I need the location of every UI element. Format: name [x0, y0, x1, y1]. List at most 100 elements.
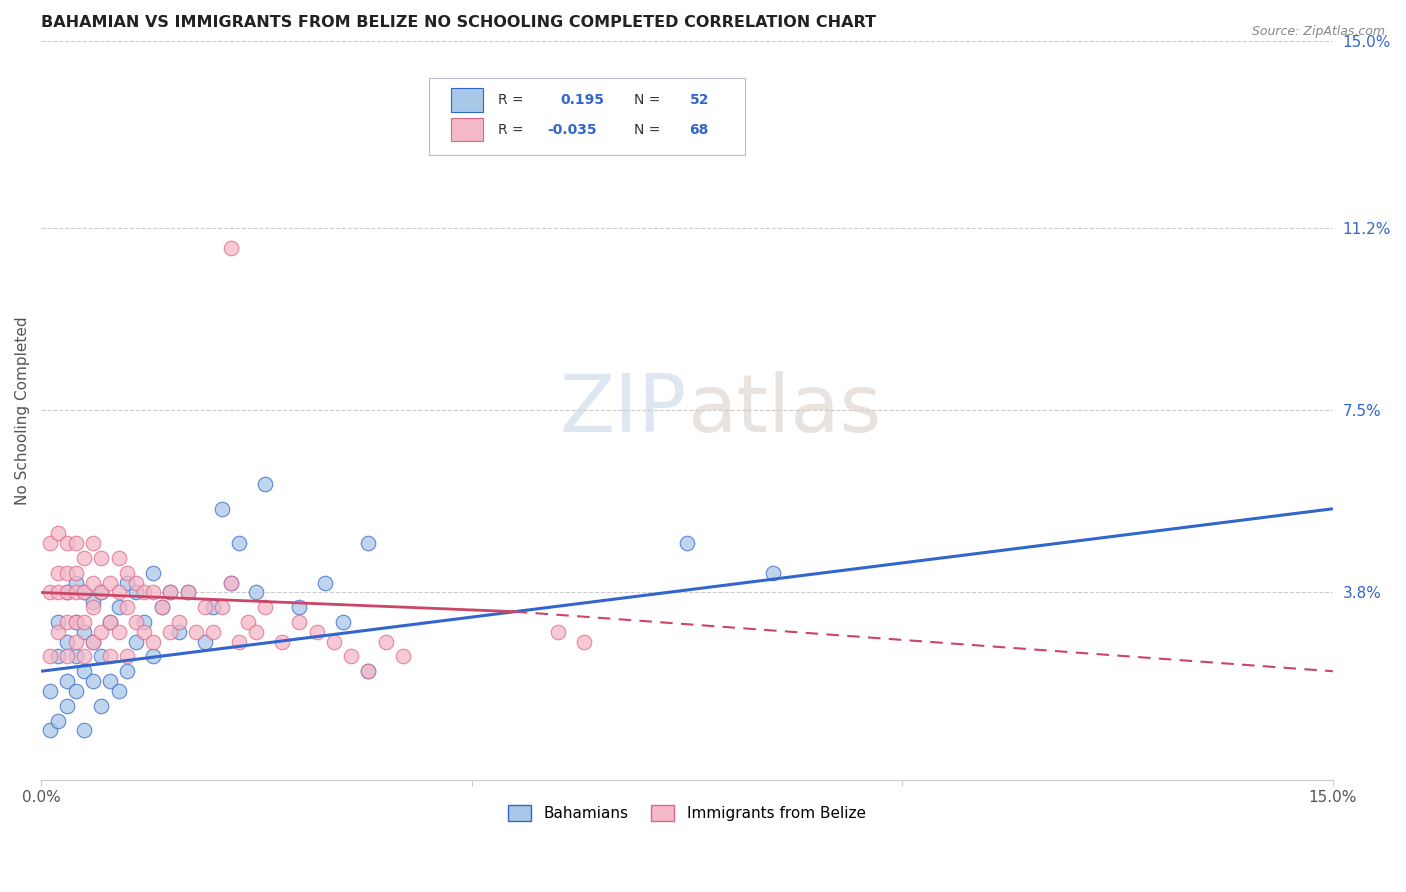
Point [572, 634, 595, 648]
Point [245, 585, 267, 599]
Point [98, 615, 121, 629]
Point [134, 615, 156, 629]
Point [82, 674, 104, 689]
Point [184, 624, 207, 639]
Text: 68: 68 [689, 122, 709, 136]
Point [219, 575, 242, 590]
Point [98, 615, 121, 629]
Point [150, 600, 173, 615]
Point [202, 624, 225, 639]
Point [202, 600, 225, 615]
Text: R =: R = [498, 122, 524, 136]
Point [142, 649, 165, 664]
Point [38, 536, 60, 550]
Point [762, 566, 785, 580]
Point [56, 649, 79, 664]
Point [167, 615, 190, 629]
Point [56, 674, 79, 689]
Point [211, 501, 233, 516]
Point [107, 684, 129, 698]
Point [38, 684, 60, 698]
Point [46, 624, 69, 639]
Point [176, 585, 198, 599]
Point [228, 634, 250, 648]
Point [159, 585, 181, 599]
Point [82, 600, 104, 615]
Point [125, 634, 148, 648]
Text: BAHAMIAN VS IMMIGRANTS FROM BELIZE NO SCHOOLING COMPLETED CORRELATION CHART: BAHAMIAN VS IMMIGRANTS FROM BELIZE NO SC… [41, 15, 876, 30]
Point [82, 536, 104, 550]
Point [73, 585, 96, 599]
Point [90, 624, 112, 639]
Point [357, 536, 380, 550]
Point [107, 551, 129, 566]
Point [98, 575, 121, 590]
Point [46, 585, 69, 599]
Point [219, 241, 242, 255]
Point [305, 624, 328, 639]
Point [357, 665, 380, 679]
Point [82, 595, 104, 609]
Point [90, 551, 112, 566]
Point [288, 600, 311, 615]
Point [65, 615, 87, 629]
Point [176, 585, 198, 599]
Point [65, 684, 87, 698]
Point [125, 585, 148, 599]
Point [107, 585, 129, 599]
Text: R =: R = [498, 93, 524, 107]
Text: N =: N = [634, 93, 661, 107]
Point [38, 649, 60, 664]
Text: ZIP: ZIP [560, 371, 688, 450]
Point [90, 649, 112, 664]
Point [115, 665, 138, 679]
Point [142, 585, 165, 599]
Point [38, 585, 60, 599]
Point [65, 634, 87, 648]
Point [194, 634, 217, 648]
Point [115, 649, 138, 664]
Point [125, 615, 148, 629]
Point [107, 624, 129, 639]
Point [56, 615, 79, 629]
Point [322, 634, 344, 648]
Point [73, 615, 96, 629]
Point [65, 585, 87, 599]
Point [245, 624, 267, 639]
Point [82, 575, 104, 590]
Point [211, 600, 233, 615]
Point [167, 624, 190, 639]
Point [73, 585, 96, 599]
Text: 0.195: 0.195 [561, 93, 605, 107]
Point [73, 624, 96, 639]
Point [56, 536, 79, 550]
Point [65, 566, 87, 580]
Point [547, 624, 569, 639]
Point [82, 634, 104, 648]
Point [98, 649, 121, 664]
Point [46, 615, 69, 629]
Bar [450, 118, 482, 141]
Point [65, 536, 87, 550]
Point [228, 536, 250, 550]
Text: N =: N = [634, 122, 661, 136]
Point [90, 698, 112, 713]
Point [253, 600, 276, 615]
Text: Source: ZipAtlas.com: Source: ZipAtlas.com [1251, 25, 1385, 38]
Point [73, 551, 96, 566]
Point [115, 600, 138, 615]
Point [115, 575, 138, 590]
Bar [450, 88, 482, 112]
Point [150, 600, 173, 615]
Point [90, 585, 112, 599]
Point [159, 624, 181, 639]
Point [65, 615, 87, 629]
Point [314, 575, 336, 590]
Point [107, 600, 129, 615]
Point [142, 634, 165, 648]
FancyBboxPatch shape [429, 78, 745, 155]
Point [46, 714, 69, 728]
Point [236, 615, 259, 629]
Point [340, 649, 363, 664]
Point [56, 566, 79, 580]
